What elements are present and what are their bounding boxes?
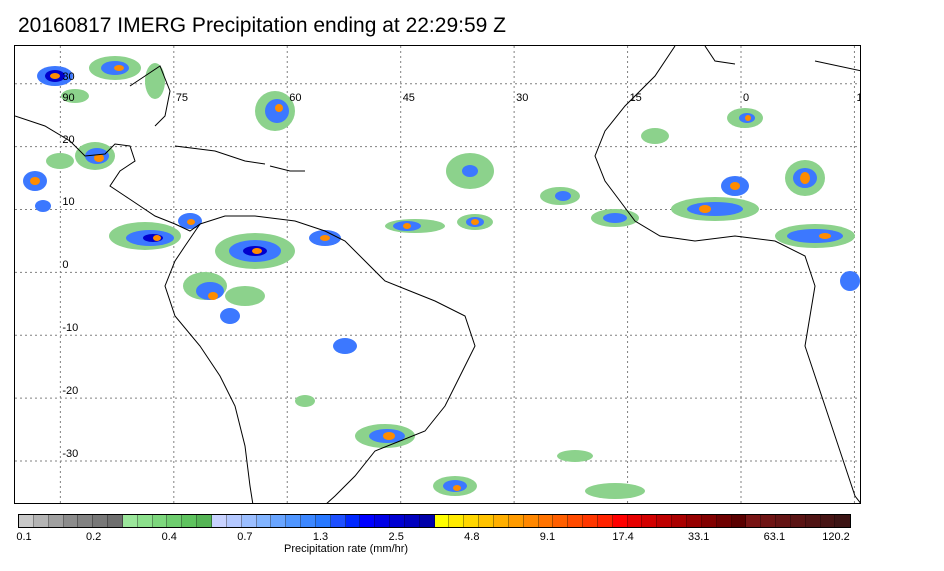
colorbar-cell [776,515,791,527]
colorbar-cell [686,515,702,527]
colorbar-tick-label: 4.8 [464,531,480,543]
colorbar-cell [820,515,836,527]
map-canvas [15,46,860,503]
lon-tick-label: 15 [856,92,860,104]
colorbar-cell [464,515,480,527]
precip-cluster-yucatan [23,142,115,212]
colorbar-cell [597,515,613,527]
colorbar-cell [494,515,509,527]
precipitation-map[interactable]: 90 75 60 45 30 15 0 15 30 20 10 0 -10 -20 -30 [14,45,861,504]
colorbar-cell [642,515,658,527]
precip-cluster-caribbean-hurricane [255,91,295,131]
colorbar-cell [553,515,569,527]
colorbar-cell [345,515,361,527]
colorbar-cell [390,515,405,527]
colorbar-cell [256,515,272,527]
colorbar-cell [761,515,777,527]
colorbar-tick-label: 0.7 [237,531,253,543]
colorbar-cell [330,515,346,527]
colorbar-cell [805,515,821,527]
colorbar-cell [301,515,316,527]
colorbar-cell [315,515,331,527]
precip-cluster-central-america [109,213,202,250]
colorbar-tick-label: 0.1 [16,531,32,543]
colorbar-cell [375,515,391,527]
colorbar-cell [286,515,302,527]
lat-tick-label: 0 [62,259,69,272]
colorbar-tick-label: 33.1 [688,531,710,543]
colorbar-tick-label: 9.1 [539,531,556,543]
colorbar-cell [538,515,554,527]
colorbar-cell [716,515,732,527]
colorbar-cell [508,515,524,527]
colorbar-cell [583,515,598,527]
colorbar-cell [701,515,717,527]
lat-tick-label: -20 [62,385,79,398]
coastlines [15,46,860,503]
colorbar-cell [78,515,94,527]
colorbar [18,514,852,528]
colorbar-cell [48,515,64,527]
colorbar-cell [122,515,138,527]
colorbar-cell [419,515,435,527]
precip-cluster-west-africa [641,108,860,291]
colorbar-cell [137,515,153,527]
colorbar-cell [404,515,420,527]
colorbar-tick-label: 2.5 [388,531,404,543]
colorbar-tick-label: 120.2 [822,531,850,543]
colorbar-cell [211,515,227,527]
colorbar-cell [33,515,49,527]
precipitation-cells [23,56,860,499]
colorbar-cell [731,515,747,527]
lat-tick-label: 20 [62,133,75,146]
colorbar-cell [152,515,168,527]
lon-tick-label: 45 [402,91,415,104]
colorbar-cell [226,515,242,527]
colorbar-tick-label: 17.4 [612,531,634,543]
colorbar-cell [63,515,79,527]
colorbar-cell [627,515,643,527]
lat-tick-label: 30 [62,70,75,83]
colorbar-cell [523,515,539,527]
colorbar-cell [360,515,376,527]
colorbar-tick-label: 63.1 [763,531,786,543]
lat-tick-label: -30 [62,447,79,460]
colorbar-cell [835,515,851,527]
precip-cluster-gulf [37,56,165,103]
precip-cluster-itcz-atlantic [385,153,639,233]
colorbar-cell [612,515,628,527]
colorbar-cell [241,515,257,527]
chart-title: 20160817 IMERG Precipitation ending at 2… [18,14,506,37]
precip-cluster-amazon-north [183,230,341,324]
colorbar-cell [19,515,34,527]
lat-tick-label: 10 [62,196,75,209]
colorbar-cell [197,515,212,527]
colorbar-cell [434,515,450,527]
colorbar-cell [746,515,762,527]
colorbar-tick-label: 0.4 [161,531,177,543]
colorbar-cell [568,515,584,527]
colorbar-cell [167,515,183,527]
precip-cluster-south-brazil [295,338,645,499]
lon-tick-label: 75 [175,91,189,104]
colorbar-unit-label: Precipitation rate (mm/hr) [284,543,409,555]
lat-tick-label: -10 [62,322,79,335]
colorbar-cell [271,515,287,527]
colorbar-cell [108,515,123,527]
colorbar-cell [449,515,465,527]
colorbar-tick-label: 1.3 [312,531,329,543]
colorbar-cell [790,515,806,527]
lon-tick-label: 60 [289,91,302,104]
colorbar-cell [479,515,494,527]
colorbar-cell [672,515,687,527]
colorbar-tick-label: 0.2 [85,531,102,543]
lon-tick-label: 15 [629,91,642,104]
colorbar-cell [93,515,109,527]
colorbar-cell [657,515,673,527]
colorbar-cell [182,515,198,527]
lon-tick-label: 90 [62,91,75,104]
lon-tick-label: 30 [516,91,529,104]
lon-tick-label: 0 [743,91,750,104]
